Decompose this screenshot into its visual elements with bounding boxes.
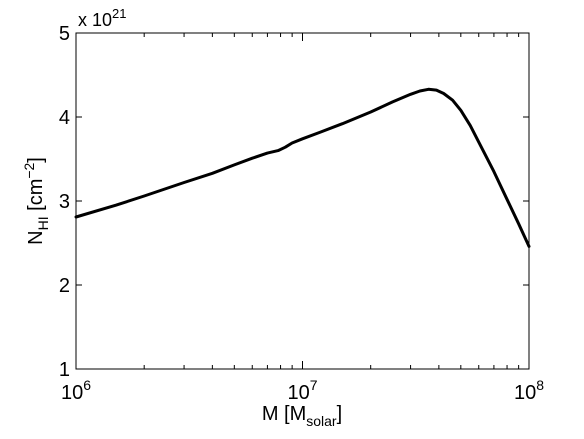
x-tick-label: 108 bbox=[514, 377, 544, 404]
tick-labels: 1 2 3 4 5 106 107 108 bbox=[59, 23, 544, 404]
series-line bbox=[74, 87, 531, 248]
x-axis-label: M [Msolar] bbox=[262, 403, 342, 429]
x-tick-label: 107 bbox=[287, 377, 317, 404]
y-multiplier: x 1021 bbox=[78, 6, 127, 30]
y-tick-label: 1 bbox=[59, 359, 70, 381]
y-tick-label: 3 bbox=[59, 191, 70, 213]
plot-area bbox=[75, 32, 530, 370]
y-tick-label: 5 bbox=[59, 23, 70, 45]
y-tick-label: 4 bbox=[59, 107, 70, 129]
y-axis-label: NHI [cm−2] bbox=[21, 157, 51, 245]
x-tick-label: 106 bbox=[61, 377, 91, 404]
ticks bbox=[75, 32, 530, 370]
y-tick-label: 2 bbox=[59, 275, 70, 297]
